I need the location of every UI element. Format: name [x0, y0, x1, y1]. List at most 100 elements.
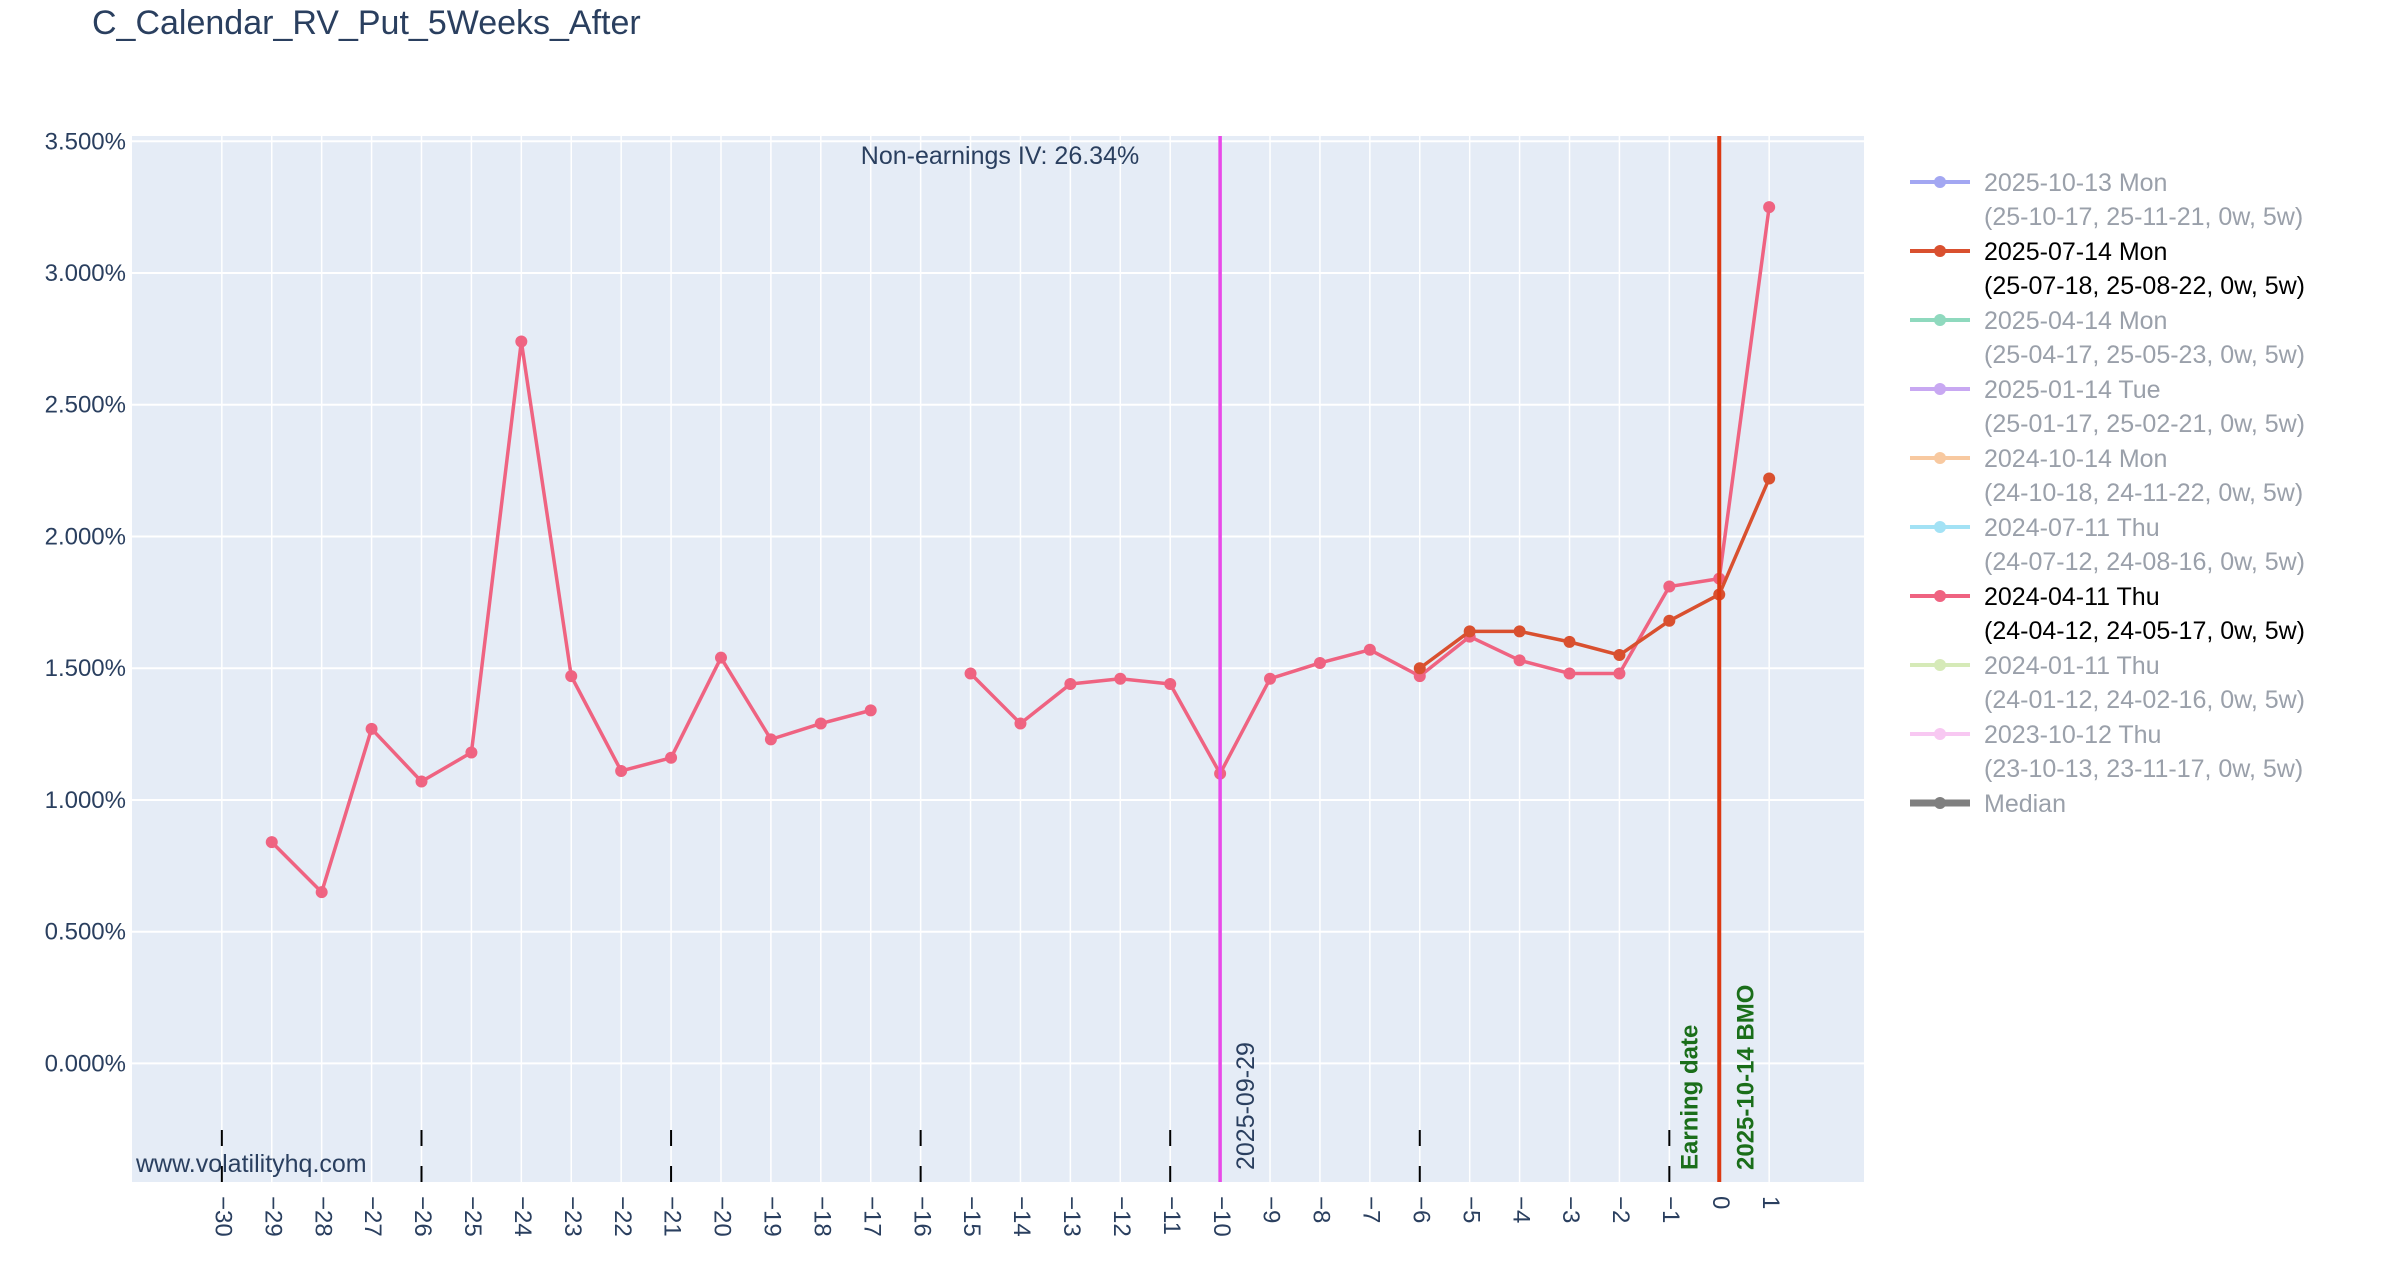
data-point	[665, 751, 678, 764]
data-point	[265, 836, 278, 849]
data-point	[315, 886, 328, 899]
legend-swatch-marker	[1934, 176, 1946, 188]
x-tick-label: −17	[858, 1196, 885, 1237]
vertical-lines	[1218, 136, 1722, 1182]
legend-item[interactable]: 2024-07-11 Thu (24-07-12, 24-08-16, 0w, 5…	[1910, 514, 2305, 576]
x-tick-label: −23	[559, 1196, 586, 1237]
x-tick-label: −7	[1358, 1196, 1385, 1223]
earning-date-label: Earning date	[1676, 1025, 1703, 1170]
x-tick-label: 0	[1707, 1196, 1734, 1209]
x-tick-label: −6	[1407, 1196, 1434, 1223]
legend-sublabel: (24-01-12, 24-02-16, 0w, 5w)	[1984, 686, 2305, 714]
data-point	[615, 764, 628, 777]
legend-label: 2025-10-13 Mon	[1984, 169, 2167, 197]
legend-item[interactable]: Median	[1910, 790, 2066, 818]
data-point	[1064, 678, 1077, 691]
data-point	[1513, 625, 1526, 638]
legend-swatch-marker	[1934, 452, 1946, 464]
legend-sublabel: (23-10-13, 23-11-17, 0w, 5w)	[1984, 755, 2303, 783]
data-point	[1763, 201, 1776, 214]
data-point	[415, 775, 428, 788]
legend-swatch-marker	[1934, 590, 1946, 602]
legend-swatch-marker	[1934, 383, 1946, 395]
y-tick-label: 1.000%	[45, 787, 126, 814]
chart-title: C_Calendar_RV_Put_5Weeks_After	[92, 4, 641, 42]
data-point	[565, 670, 578, 683]
x-tick-label: −4	[1507, 1196, 1534, 1223]
legend-label: 2025-01-14 Tue	[1984, 376, 2161, 404]
y-tick-label: 3.000%	[45, 260, 126, 287]
legend-item[interactable]: 2024-04-11 Thu (24-04-12, 24-05-17, 0w, 5…	[1910, 583, 2305, 645]
x-tick-label: −27	[359, 1196, 386, 1237]
legend-swatch-marker	[1934, 245, 1946, 257]
legend-swatch-marker	[1934, 659, 1946, 671]
x-axis: −30 −29 −28 −27 −26 −25 −24 −23 −22 −21 −20 −19 −18−…	[210, 1196, 1784, 1237]
x-tick-label: −22	[609, 1196, 636, 1237]
legend-item[interactable]: 2025-10-13 Mon (25-10-17, 25-11-21, 0w, 5…	[1910, 169, 2303, 231]
y-tick-label: 0.500%	[45, 919, 126, 946]
x-tick-label: −19	[759, 1196, 786, 1237]
data-point	[1264, 672, 1277, 685]
data-point	[1563, 635, 1576, 648]
x-tick-label: −3	[1557, 1196, 1584, 1223]
legend-item[interactable]: 2025-07-14 Mon (25-07-18, 25-08-22, 0w, 5…	[1910, 238, 2305, 300]
data-point	[1114, 672, 1127, 685]
data-point	[1313, 656, 1326, 669]
magenta-vline-date-label: 2025-09-29	[1232, 1042, 1260, 1170]
data-point	[365, 722, 378, 735]
legend-item[interactable]: 2025-04-14 Mon (25-04-17, 25-05-23, 0w, 5…	[1910, 307, 2305, 369]
data-point	[1763, 472, 1776, 485]
x-tick-label: −8	[1308, 1196, 1335, 1223]
legend-item[interactable]: 2024-10-14 Mon (24-10-18, 24-11-22, 0w, 5…	[1910, 445, 2303, 507]
x-tick-label: −13	[1058, 1196, 1085, 1237]
legend-sublabel: (24-10-18, 24-11-22, 0w, 5w)	[1984, 479, 2303, 507]
legend-item[interactable]: 2025-01-14 Tue (25-01-17, 25-02-21, 0w, 5…	[1910, 376, 2305, 438]
x-tick-label: −20	[709, 1196, 736, 1237]
y-axis: 0.000% 0.500% 1.000% 1.500% 2.000% 2.500% 3.00…	[45, 128, 126, 1077]
data-point	[1014, 717, 1027, 730]
legend-label: Median	[1984, 790, 2066, 818]
x-tick-label: −25	[459, 1196, 486, 1237]
x-tick-label: −2	[1607, 1196, 1634, 1223]
x-tick-label: −15	[958, 1196, 985, 1237]
y-tick-label: 0.000%	[45, 1050, 126, 1077]
legend-label: 2024-01-11 Thu	[1984, 652, 2160, 680]
legend-label: 2024-07-11 Thu	[1984, 514, 2160, 542]
legend-item[interactable]: 2024-01-11 Thu (24-01-12, 24-02-16, 0w, 5…	[1910, 652, 2305, 714]
data-point	[1613, 649, 1626, 662]
legend-sublabel: (25-01-17, 25-02-21, 0w, 5w)	[1984, 410, 2305, 438]
data-point	[964, 667, 977, 680]
legend-swatch-marker	[1934, 728, 1946, 740]
data-point	[814, 717, 827, 730]
x-tick-label: −5	[1457, 1196, 1484, 1223]
data-point	[714, 651, 727, 664]
data-point	[1613, 667, 1626, 680]
x-tick-label: −21	[659, 1196, 686, 1237]
data-point	[764, 733, 777, 746]
x-tick-label: 1	[1757, 1196, 1784, 1209]
y-tick-label: 3.500%	[45, 128, 126, 155]
x-tick-label: −10	[1208, 1196, 1235, 1237]
data-point	[1513, 654, 1526, 667]
x-tick-label: −18	[808, 1196, 835, 1237]
legend-sublabel: (24-07-12, 24-08-16, 0w, 5w)	[1984, 548, 2305, 576]
x-tick-label: −24	[509, 1196, 536, 1237]
plot-area	[132, 136, 1864, 1182]
data-point	[1413, 662, 1426, 675]
data-point	[1663, 614, 1676, 627]
x-tick-label: −1	[1657, 1196, 1684, 1223]
x-tick-label: −30	[210, 1196, 237, 1237]
legend-label: 2023-10-12 Thu	[1984, 721, 2161, 749]
legend-item[interactable]: 2023-10-12 Thu (23-10-13, 23-11-17, 0w, 5…	[1910, 721, 2303, 783]
legend-label: 2025-07-14 Mon	[1984, 238, 2167, 266]
x-tick-label: −12	[1108, 1196, 1135, 1237]
legend-sublabel: (25-07-18, 25-08-22, 0w, 5w)	[1984, 272, 2305, 300]
x-tick-label: −16	[908, 1196, 935, 1237]
legend-label: 2024-10-14 Mon	[1984, 445, 2167, 473]
y-tick-label: 2.000%	[45, 523, 126, 550]
legend-swatch-marker	[1934, 314, 1946, 326]
x-tick-label: −9	[1258, 1196, 1285, 1223]
legend-sublabel: (24-04-12, 24-05-17, 0w, 5w)	[1984, 617, 2305, 645]
data-point	[1563, 667, 1576, 680]
